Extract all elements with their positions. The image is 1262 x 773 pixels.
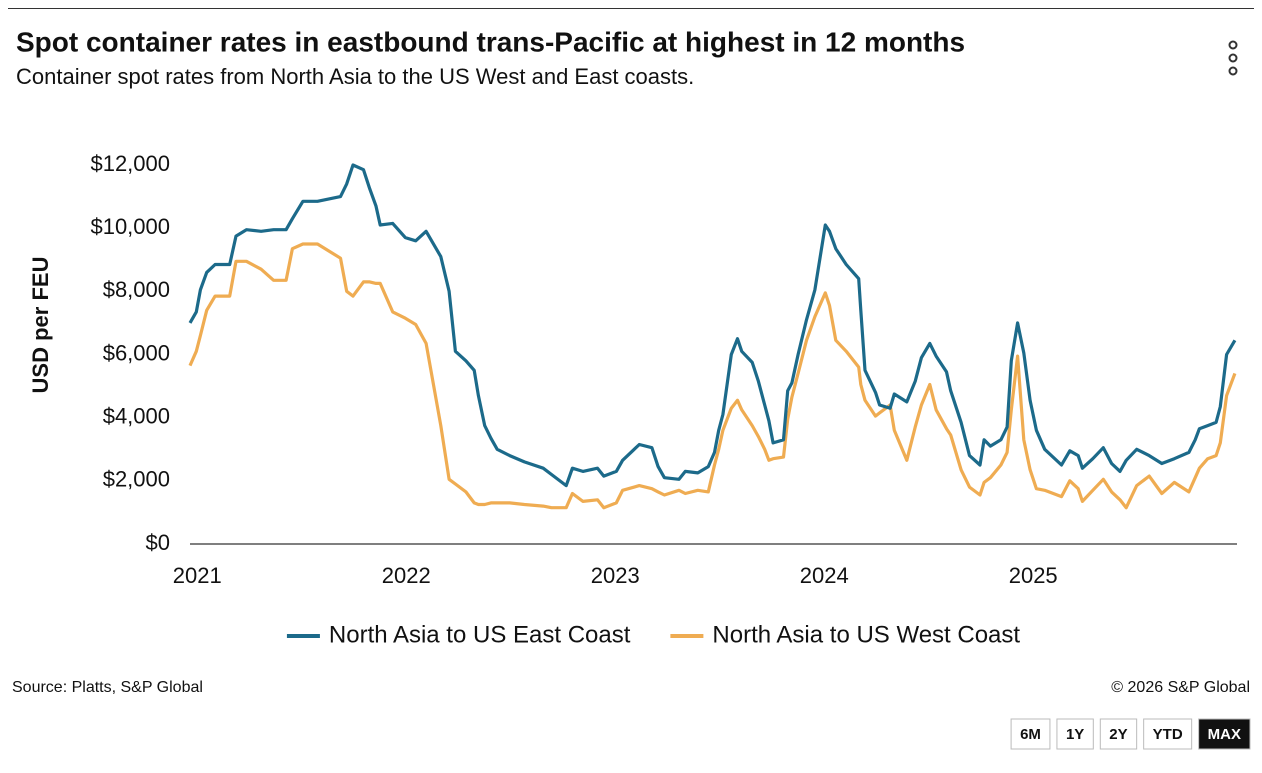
range-button[interactable]: MAX xyxy=(1198,718,1251,750)
range-button-label: 2Y xyxy=(1109,726,1127,743)
menu-icon[interactable] xyxy=(1228,40,1238,76)
series-line xyxy=(188,242,1237,510)
range-button-label: 6M xyxy=(1020,726,1041,743)
x-tick-label: 2025 xyxy=(1009,563,1058,588)
x-tick-label: 2023 xyxy=(591,563,640,588)
range-button[interactable]: 1Y xyxy=(1056,718,1094,750)
range-button-label: MAX xyxy=(1208,726,1241,743)
source: Source: Platts, S&P Global xyxy=(12,679,203,696)
range-button[interactable]: 2Y xyxy=(1099,718,1138,750)
y-tick-label: $6,000 xyxy=(103,340,170,365)
copyright: © 2026 S&P Global xyxy=(1111,679,1250,696)
series-line xyxy=(188,163,1237,488)
range-button-box xyxy=(1143,718,1193,750)
range-button-label: YTD xyxy=(1153,726,1183,743)
legend-item: North Asia to US East Coast xyxy=(286,621,631,648)
y-tick-label: $10,000 xyxy=(90,214,170,239)
range-button-box xyxy=(1056,718,1094,750)
y-tick-label: $0 xyxy=(146,530,170,555)
range-button-label: 1Y xyxy=(1066,726,1084,743)
legend-label: North Asia to US East Coast xyxy=(329,621,631,648)
range-button[interactable]: YTD xyxy=(1143,718,1193,750)
range-button[interactable]: 6M xyxy=(1010,718,1051,750)
legend-item: North Asia to US West Coast xyxy=(670,621,1020,648)
chart-title: Spot container rates in eastbound trans-… xyxy=(16,26,965,57)
y-tick-label: $2,000 xyxy=(103,467,170,492)
y-axis-title: USD per FEU xyxy=(28,257,53,394)
range-button-box xyxy=(1198,718,1251,750)
chart-subtitle: Container spot rates from North Asia to … xyxy=(16,64,694,89)
y-tick-label: $4,000 xyxy=(103,403,170,428)
x-tick-label: 2024 xyxy=(800,563,849,588)
range-button-box xyxy=(1010,718,1051,750)
x-tick-label: 2021 xyxy=(173,563,222,588)
x-tick-label: 2022 xyxy=(382,563,431,588)
y-tick-label: $12,000 xyxy=(90,151,170,176)
y-tick-label: $8,000 xyxy=(103,277,170,302)
legend-label: North Asia to US West Coast xyxy=(712,621,1020,648)
range-button-box xyxy=(1099,718,1138,750)
